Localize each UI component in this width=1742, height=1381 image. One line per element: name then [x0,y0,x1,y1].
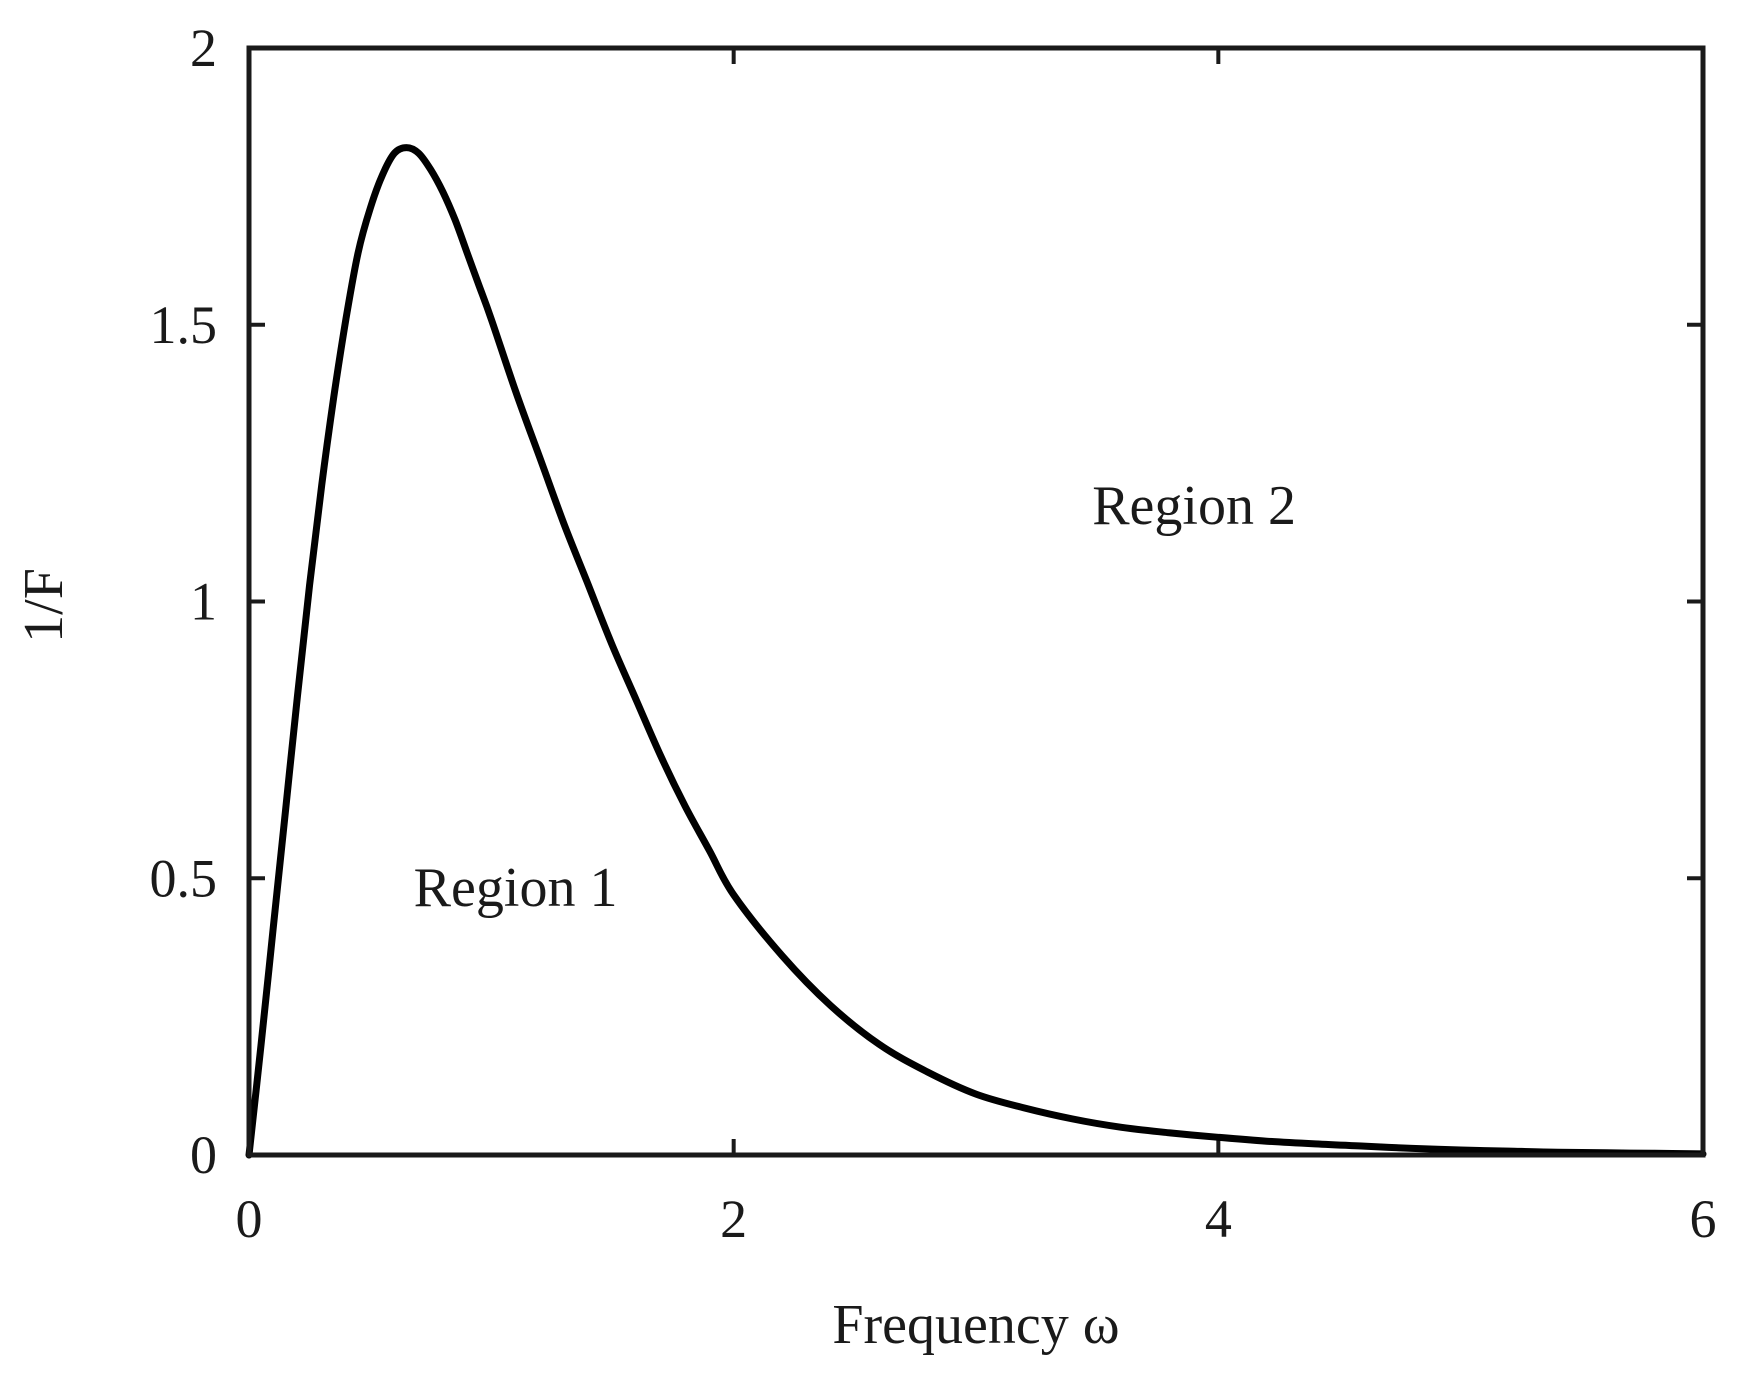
y-axis-label: 1/F [13,568,75,643]
x-tick-label: 4 [1205,1189,1232,1249]
x-tick-label: 6 [1690,1189,1717,1249]
y-tick-label: 2 [190,18,217,78]
series-line [245,144,1707,1159]
y-tick-label: 1 [190,572,217,632]
y-tick-label: 1.5 [150,295,218,355]
y-tick-label: 0 [190,1125,217,1185]
axis-ticks [247,46,1705,1157]
series-layer [245,144,1707,1159]
region-annotation: Region 1 [414,857,618,919]
annotations: Region 1 Region 2 [414,475,1296,919]
tick-labels: 0 2 4 6 0 0.5 1 1.5 2 [150,18,1717,1249]
x-tick-label: 2 [720,1189,747,1249]
plot-frame [246,45,1706,1158]
region-annotation: Region 2 [1092,475,1296,537]
x-tick-label: 0 [236,1189,263,1249]
y-tick-label: 0.5 [150,848,218,908]
x-axis-label: Frequency ω [832,1294,1119,1356]
